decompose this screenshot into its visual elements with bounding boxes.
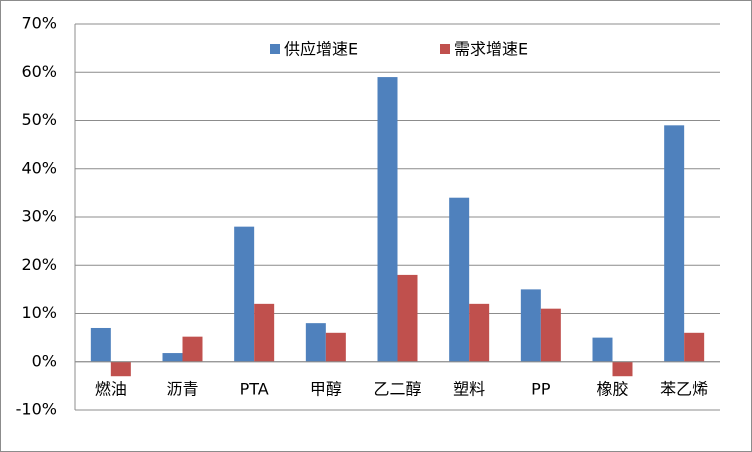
y-tick-label: 0% (32, 351, 57, 370)
y-tick-label: 60% (21, 62, 57, 81)
bar (684, 332, 705, 362)
x-tick-label: 橡胶 (596, 379, 628, 398)
bar (182, 336, 203, 362)
x-tick-label: 甲醇 (310, 379, 342, 398)
bar (469, 303, 490, 362)
bar (162, 353, 183, 362)
bar (325, 332, 346, 362)
x-tick-label: 乙二醇 (373, 379, 421, 398)
bar (520, 289, 541, 362)
x-tick-label: 苯乙烯 (660, 379, 708, 398)
bar (592, 337, 613, 362)
y-tick-label: 50% (21, 110, 57, 129)
y-tick-label: 40% (21, 158, 57, 177)
legend-label: 供应增速E (284, 40, 358, 59)
bar (254, 303, 275, 362)
y-tick-label: -10% (16, 400, 57, 419)
x-tick-label: 沥青 (166, 379, 198, 398)
x-tick-label: 塑料 (453, 379, 485, 398)
bar (664, 125, 685, 362)
bar (234, 226, 255, 362)
legend-swatch (270, 44, 280, 54)
bar (110, 361, 131, 377)
x-tick-label: 燃油 (95, 379, 127, 398)
bar (305, 323, 326, 362)
x-tick-label: PP (531, 379, 551, 398)
legend-label: 需求增速E (454, 40, 528, 59)
bar (377, 77, 398, 362)
bar (90, 327, 111, 362)
y-tick-label: 30% (21, 207, 57, 226)
legend-swatch (440, 44, 450, 54)
bar (397, 274, 418, 362)
x-tick-label: PTA (240, 379, 269, 398)
y-tick-label: 10% (21, 303, 57, 322)
y-tick-label: 20% (21, 255, 57, 274)
y-tick-label: 70% (21, 14, 57, 33)
bar (449, 197, 470, 362)
bar (612, 361, 633, 377)
bar (540, 308, 561, 362)
